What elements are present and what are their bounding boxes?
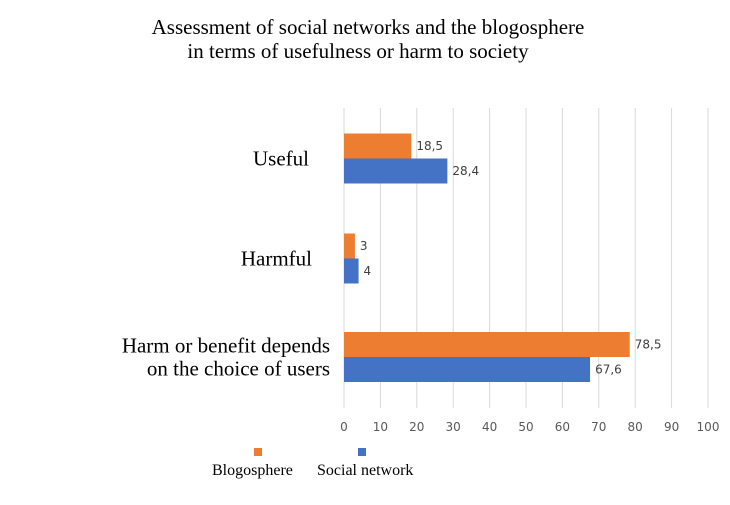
data-label-blogosphere-0: 18,5 — [416, 139, 443, 153]
bar-blogosphere-0 — [344, 133, 412, 159]
legend-swatch-social-network — [358, 448, 366, 456]
bar-social-network-1 — [344, 258, 359, 284]
x-tick-label-80: 80 — [628, 420, 643, 434]
data-label-social-network-1: 4 — [364, 264, 372, 278]
data-label-social-network-2: 67,6 — [595, 363, 622, 377]
legend-label-social-network: Social network — [317, 462, 413, 479]
legend-label-blogosphere: Blogosphere — [212, 462, 293, 479]
chart-title-line-2: in terms of usefulness or harm to societ… — [187, 39, 529, 63]
x-tick-label-10: 10 — [373, 420, 388, 434]
x-tick-label-40: 40 — [482, 420, 497, 434]
x-tick-label-90: 90 — [664, 420, 679, 434]
data-label-blogosphere-2: 78,5 — [635, 338, 662, 352]
x-tick-label-50: 50 — [518, 420, 533, 434]
category-label-0-line-1: Useful — [253, 147, 309, 171]
category-label-1-line-1: Harmful — [241, 247, 312, 271]
x-tick-label-0: 0 — [340, 420, 348, 434]
data-label-blogosphere-1: 3 — [360, 239, 368, 253]
x-tick-label-100: 100 — [697, 420, 720, 434]
data-label-social-network-0: 28,4 — [452, 164, 479, 178]
category-label-2-line-1: Harm or benefit depends — [122, 334, 330, 358]
x-tick-label-70: 70 — [591, 420, 606, 434]
bar-social-network-0 — [344, 158, 448, 184]
bar-social-network-2 — [344, 357, 591, 382]
x-tick-label-30: 30 — [446, 420, 461, 434]
chart-title-line-1: Assessment of social networks and the bl… — [152, 15, 585, 39]
x-tick-label-60: 60 — [555, 420, 570, 434]
category-label-2-line-2: on the choice of users — [147, 357, 330, 381]
bar-blogosphere-2 — [344, 332, 630, 357]
legend-swatch-blogosphere — [254, 448, 262, 456]
bar-blogosphere-1 — [344, 233, 355, 259]
x-tick-label-20: 20 — [409, 420, 424, 434]
